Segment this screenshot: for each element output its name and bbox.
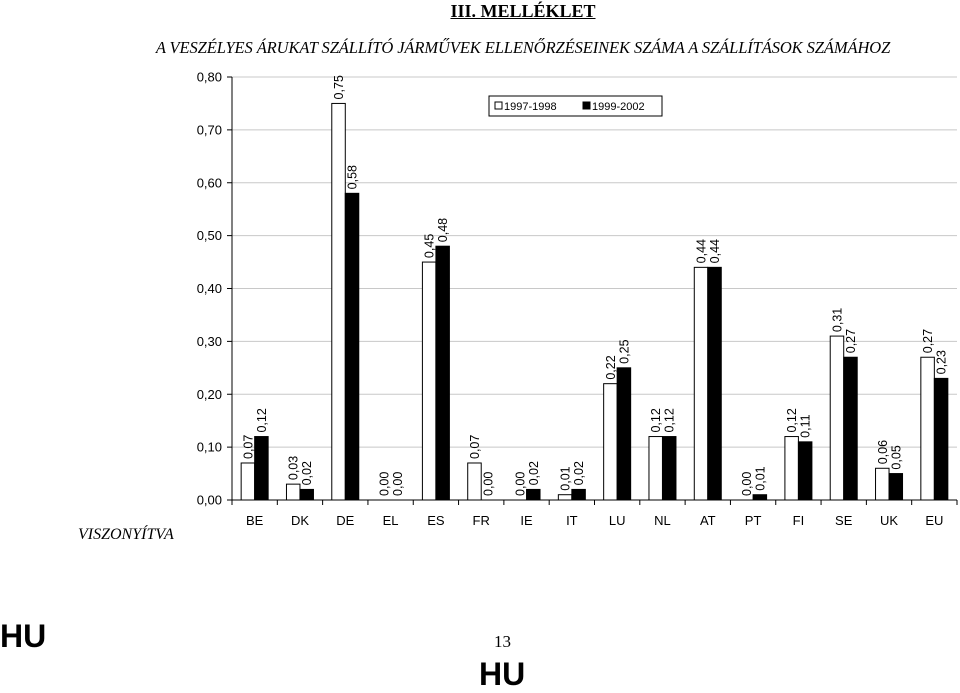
bar-1999-2002-eu <box>933 377 949 501</box>
data-label: 0,00 <box>513 472 527 496</box>
x-tick-label: FR <box>473 513 490 528</box>
bar-1997-1998-lu <box>603 383 618 501</box>
data-label: 0,00 <box>740 472 754 496</box>
legend-box <box>488 95 663 117</box>
bar-1999-2002-it <box>571 488 586 501</box>
side-label: VISZONYÍTVA <box>78 526 174 543</box>
x-tick-label: IT <box>566 513 578 528</box>
data-label: 0,07 <box>468 435 482 459</box>
data-label: 0,27 <box>921 329 935 353</box>
bar-1999-2002-uk <box>888 473 904 501</box>
data-label: 0,12 <box>785 408 799 432</box>
data-label: 0,01 <box>559 466 573 490</box>
bar-1999-2002-es <box>435 245 450 501</box>
bar-1997-1998-dk <box>285 483 301 501</box>
bar-1999-2002-pt <box>752 494 768 501</box>
footer-country-code-left: HU <box>0 618 47 654</box>
x-tick-label: FI <box>793 513 805 528</box>
x-tick-label: DE <box>336 513 354 528</box>
data-label: 0,31 <box>830 308 844 332</box>
data-label: 0,00 <box>391 472 405 496</box>
x-tick-label: LU <box>609 513 626 528</box>
data-label: 0,12 <box>255 408 269 432</box>
legend-label: 1999-2002 <box>592 101 645 113</box>
y-tick-label: 0,50 <box>197 228 222 243</box>
data-label: 0,00 <box>377 472 391 496</box>
data-label: 0,12 <box>649 408 663 432</box>
bar-1997-1998-se <box>829 335 845 501</box>
bar-1999-2002-de <box>344 192 360 501</box>
legend-swatch <box>582 101 591 110</box>
data-label: 0,25 <box>617 339 631 363</box>
bar-1997-1998-it <box>557 494 573 501</box>
bar-1999-2002-nl <box>661 436 677 501</box>
x-tick-label: SE <box>835 513 853 528</box>
bar-1997-1998-fi <box>784 436 799 501</box>
x-tick-label: AT <box>700 513 716 528</box>
bar-1999-2002-at <box>707 266 722 501</box>
y-tick-label: 0,20 <box>197 387 222 402</box>
bar-1999-2002-dk <box>299 488 314 501</box>
data-label: 0,12 <box>663 408 677 432</box>
page-number: 13 <box>494 632 511 651</box>
bar-1999-2002-se <box>843 356 858 501</box>
data-label: 0,02 <box>300 461 314 485</box>
data-label: 0,01 <box>753 466 767 490</box>
x-tick-label: PT <box>745 513 762 528</box>
data-label: 0,00 <box>481 472 495 496</box>
y-tick-label: 0,60 <box>197 175 222 190</box>
y-tick-label: 0,10 <box>197 440 222 455</box>
data-label: 0,58 <box>346 165 360 189</box>
data-label: 0,03 <box>287 456 301 480</box>
data-label: 0,02 <box>527 461 541 485</box>
x-tick-label: DK <box>291 513 309 528</box>
data-label: 0,11 <box>799 414 813 437</box>
x-tick-label: EU <box>925 513 943 528</box>
x-tick-label: ES <box>427 513 445 528</box>
data-label: 0,22 <box>604 355 618 379</box>
data-label: 0,07 <box>241 435 255 459</box>
bar-1999-2002-ie <box>526 488 541 501</box>
data-label: 0,27 <box>844 329 858 353</box>
data-label: 0,06 <box>876 440 890 464</box>
bar-1997-1998-at <box>693 266 709 501</box>
y-tick-label: 0,70 <box>197 122 222 137</box>
data-label: 0,45 <box>423 234 437 258</box>
bar-1997-1998-uk <box>875 467 890 501</box>
page-heading: III. MELLÉKLET <box>450 1 596 21</box>
data-label: 0,05 <box>889 445 903 469</box>
data-label: 0,02 <box>572 461 586 485</box>
x-tick-label: EL <box>383 513 399 528</box>
bar-1997-1998-eu <box>920 356 935 501</box>
chart-title: A VESZÉLYES ÁRUKAT SZÁLLÍTÓ JÁRMŰVEK ELL… <box>155 38 891 57</box>
y-tick-label: 0,80 <box>197 70 222 85</box>
bar-1997-1998-es <box>421 261 437 501</box>
bar-1997-1998-nl <box>648 436 663 501</box>
legend-swatch <box>494 101 503 110</box>
footer-country-code-bottom: HU <box>479 656 526 692</box>
y-tick-label: 0,40 <box>197 281 222 296</box>
data-label: 0,75 <box>332 75 346 99</box>
data-label: 0,44 <box>708 239 722 263</box>
bar-1999-2002-lu <box>616 367 632 501</box>
y-tick-label: 0,30 <box>197 334 222 349</box>
bar-1999-2002-be <box>254 436 269 501</box>
legend-label: 1997-1998 <box>504 101 557 113</box>
x-tick-label: NL <box>654 513 671 528</box>
data-label: 0,48 <box>436 218 450 242</box>
x-tick-label: UK <box>880 513 898 528</box>
y-tick-label: 0,00 <box>197 493 222 508</box>
bar-1997-1998-be <box>240 462 256 501</box>
data-label: 0,23 <box>935 350 949 374</box>
data-label: 0,44 <box>695 239 709 263</box>
bar-1997-1998-de <box>331 102 346 501</box>
x-tick-label: IE <box>520 513 533 528</box>
x-tick-label: BE <box>246 513 264 528</box>
bar-1997-1998-fr <box>467 462 482 501</box>
bar-1999-2002-fi <box>797 441 813 501</box>
